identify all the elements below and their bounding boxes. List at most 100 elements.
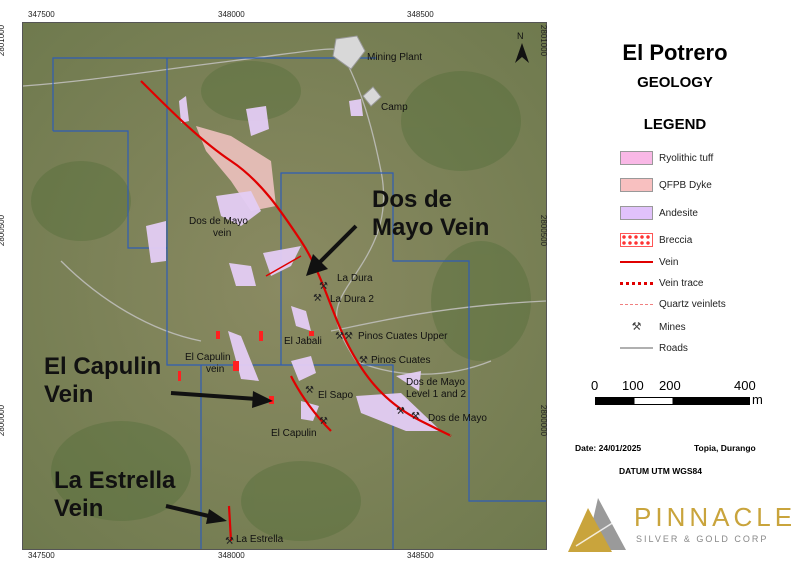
callout-line-1: La Estrella <box>54 467 176 494</box>
svg-text:⚒: ⚒ <box>411 411 420 422</box>
label-dos-de-mayo-vein-2: vein <box>213 228 231 239</box>
legend-label: Vein trace <box>659 277 704 289</box>
scale-tick: 400 <box>734 378 756 393</box>
legend-item-ryolithic-tuff: Ryolithic tuff <box>620 150 713 166</box>
callout-la-estrella-vein: La Estrella Vein <box>54 467 175 523</box>
legend-item-mines: ⚒ Mines <box>620 319 686 335</box>
scale-tick: 0 <box>591 378 599 393</box>
label-pinos-cuates: Pinos Cuates <box>371 355 430 366</box>
svg-text:⚒: ⚒ <box>396 406 405 417</box>
swatch <box>620 151 653 165</box>
legend-label: Mines <box>659 321 686 333</box>
coord-right-2800500: 2800500 <box>539 214 549 247</box>
legend-item-andesite: Andesite <box>620 205 698 221</box>
map-datum: DATUM UTM WGS84 <box>619 466 702 476</box>
map-frame[interactable]: ⚒ ⚒ ⚒⚒ ⚒ ⚒ ⚒ ⚒ ⚒ ⚒ Mining Plant Camp Dos de M… <box>22 22 547 550</box>
svg-text:⚒: ⚒ <box>313 293 322 304</box>
callout-line-2: Vein <box>54 495 104 522</box>
swatch <box>620 303 653 305</box>
scale-tick: 100 <box>622 378 644 393</box>
label-el-capulin-vein-2: vein <box>206 364 224 375</box>
legend-label: Vein <box>659 256 679 268</box>
swatch <box>620 281 653 285</box>
svg-text:⚒: ⚒ <box>359 355 368 366</box>
north-arrow-icon <box>515 43 529 63</box>
coord-left-2800000: 2800000 <box>0 404 7 437</box>
scale-unit: m <box>752 392 763 407</box>
legend-item-breccia: Breccia <box>620 232 692 248</box>
coord-bottom-348000: 348000 <box>218 551 245 560</box>
swatch <box>620 347 653 349</box>
legend-item-qfpb-dyke: QFPB Dyke <box>620 177 712 193</box>
label-el-capulin-vein: El Capulin <box>185 352 231 363</box>
coord-right-2800000: 2800000 <box>539 404 549 437</box>
coord-bottom-348500: 348500 <box>407 551 434 560</box>
coord-right-2801000: 2801000 <box>539 24 549 57</box>
label-la-dura-2: La Dura 2 <box>330 294 374 305</box>
callout-el-capulin-vein: El Capulin Vein <box>44 353 161 409</box>
scale-tick: 200 <box>659 378 681 393</box>
legend-item-quartz-veinlets: Quartz veinlets <box>620 296 726 312</box>
svg-text:⚒⚒: ⚒⚒ <box>335 331 353 342</box>
callout-arrows <box>165 224 358 524</box>
legend-title: LEGEND <box>643 116 707 133</box>
label-camp: Camp <box>381 102 408 113</box>
callout-line-1: El Capulin <box>44 353 162 380</box>
label-dos-de-mayo-level: Dos de Mayo <box>406 377 465 388</box>
svg-text:⚒: ⚒ <box>225 536 234 547</box>
label-mining-plant: Mining Plant <box>367 52 422 63</box>
label-el-sapo: El Sapo <box>318 390 353 401</box>
pinnacle-mountain-icon <box>568 498 626 552</box>
callout-line-2: Mayo Vein <box>372 214 490 241</box>
label-pinos-cuates-upper: Pinos Cuates Upper <box>358 331 448 342</box>
label-dos-de-mayo: Dos de Mayo <box>428 413 487 424</box>
coord-top-347500: 347500 <box>28 10 55 19</box>
callout-line-2: Vein <box>44 381 94 408</box>
swatch <box>620 178 653 192</box>
label-dos-de-mayo-vein: Dos de Mayo <box>189 216 248 227</box>
legend-label: Quartz veinlets <box>659 298 726 310</box>
legend-label: Roads <box>659 342 688 354</box>
breccia-patches <box>178 331 314 404</box>
claim-boundaries <box>52 57 546 549</box>
label-el-capulin: El Capulin <box>271 428 317 439</box>
legend-item-vein: Vein <box>620 254 678 270</box>
legend-label: Ryolithic tuff <box>659 152 714 164</box>
veins <box>140 80 452 542</box>
svg-text:⚒: ⚒ <box>305 385 314 396</box>
label-la-dura: La Dura <box>337 273 373 284</box>
label-dos-de-mayo-level-2: Level 1 and 2 <box>406 389 466 400</box>
swatch <box>620 206 653 220</box>
coord-left-2800500: 2800500 <box>0 214 7 247</box>
coord-left-2801000: 2801000 <box>0 24 7 57</box>
callout-line-1: Dos de <box>372 186 453 213</box>
swatch <box>620 261 653 263</box>
legend-label: Andesite <box>659 207 698 219</box>
svg-text:⚒: ⚒ <box>319 281 328 292</box>
legend-item-vein-trace: Vein trace <box>620 275 703 291</box>
coord-top-348000: 348000 <box>218 10 245 19</box>
callout-dos-de-mayo-vein: Dos de Mayo Vein <box>372 186 489 242</box>
legend-label: Breccia <box>659 234 693 246</box>
andesite-polygons <box>146 96 441 431</box>
map-location: Topia, Durango <box>694 443 756 453</box>
map-title: El Potrero <box>622 40 728 65</box>
legend-label: QFPB Dyke <box>659 179 712 191</box>
coord-bottom-347500: 347500 <box>28 551 55 560</box>
map-date: Date: 24/01/2025 <box>575 443 642 453</box>
swatch <box>620 233 653 247</box>
scale-bar-graphic <box>595 397 750 405</box>
logo-name: PINNACLE <box>634 502 797 532</box>
satellite-map: ⚒⚒ ⚒⚒⚒ ⚒⚒ ⚒ ⚒⚒ Mining Plant Camp Dos de M… <box>23 23 546 549</box>
pickaxe-icon: ⚒ <box>631 321 642 333</box>
label-la-estrella: La Estrella <box>236 534 284 545</box>
logo-tagline: SILVER & GOLD CORP <box>636 534 769 544</box>
svg-text:⚒: ⚒ <box>319 416 328 427</box>
coord-top-348500: 348500 <box>407 10 434 19</box>
map-subtitle: GEOLOGY <box>637 74 713 91</box>
mine-icons: ⚒⚒ ⚒⚒⚒ ⚒⚒ ⚒ ⚒⚒ <box>225 281 420 547</box>
north-label: N <box>517 31 524 41</box>
label-el-jabali: El Jabali <box>284 336 322 347</box>
pinnacle-logo: PINNACLE SILVER & GOLD CORP <box>566 496 796 556</box>
legend-item-roads: Roads <box>620 340 688 356</box>
